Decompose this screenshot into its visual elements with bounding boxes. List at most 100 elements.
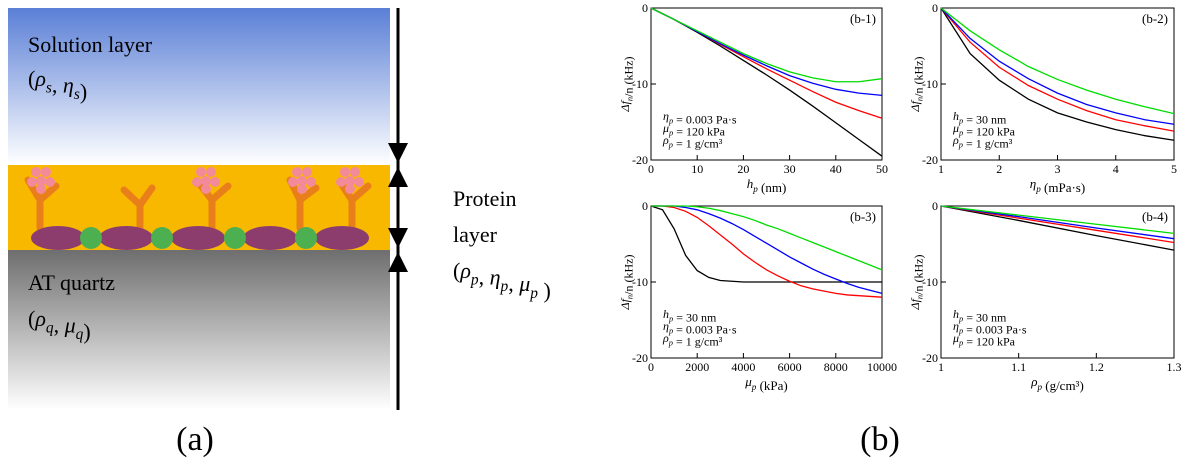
- x-tick-label: 0: [648, 360, 654, 374]
- x-tick-label: 6000: [778, 360, 802, 374]
- subscript: p: [752, 184, 758, 194]
- symbol: Δf: [908, 99, 922, 112]
- subscript: p: [958, 327, 963, 336]
- subscript: p: [958, 315, 963, 324]
- text-part: (mPa·s): [1041, 180, 1085, 195]
- text-part: = 120 kPa: [673, 125, 725, 139]
- annotation: ηp = 0.003 Pa·s: [953, 319, 1027, 337]
- symbol: ρ: [34, 306, 46, 331]
- symbol: μ: [952, 121, 959, 135]
- layer-params: (ρs, ηs): [28, 66, 87, 104]
- panel-label: (b-1): [850, 11, 876, 26]
- layer-params: (ρq, μq): [28, 306, 91, 344]
- layer-title: Solution layer: [28, 32, 153, 57]
- subscript: p: [500, 278, 509, 295]
- y-tick-label: 0: [642, 1, 648, 15]
- y-tick-label: -20: [632, 153, 648, 167]
- x-tick-label: 20: [737, 162, 749, 176]
- subscript: n: [626, 97, 635, 101]
- symbol: η: [490, 265, 501, 290]
- series-line: [651, 205, 883, 271]
- subscript: q: [76, 326, 84, 343]
- series-line: [940, 7, 1175, 141]
- symbol: μ: [952, 331, 959, 345]
- text-part: = 1 g/cm³: [673, 137, 723, 151]
- symbol: η: [663, 319, 669, 333]
- x-tick-label: 1.2: [1089, 360, 1104, 374]
- symbol: ρ: [952, 133, 959, 147]
- x-tick-label: 10000: [867, 360, 897, 374]
- y-tick-label: -20: [922, 153, 938, 167]
- series-line: [650, 205, 882, 283]
- x-tick-label: 4: [1113, 162, 1119, 176]
- subscript: p: [668, 117, 673, 126]
- text-part: = 1 g/cm³: [673, 335, 723, 349]
- text-part: (: [28, 66, 35, 91]
- panel-label: (b-4): [1142, 209, 1168, 224]
- x-tick-label: 2: [996, 162, 1002, 176]
- symbol: ρ: [662, 331, 669, 345]
- text-part: ,: [52, 73, 63, 98]
- subscript: s: [74, 86, 80, 103]
- x-tick-label: 0: [648, 162, 654, 176]
- symbol: μ: [744, 374, 752, 389]
- series-line: [940, 205, 1175, 244]
- y-tick-label: -10: [922, 77, 938, 91]
- y-tick-label: -10: [922, 275, 938, 289]
- subscript: p: [529, 285, 538, 302]
- x-tick-label: 2000: [685, 360, 709, 374]
- panel-label: (b): [860, 421, 900, 458]
- diagram: [8, 8, 408, 410]
- text-part: (: [28, 306, 35, 331]
- symbol: h: [747, 176, 754, 191]
- x-axis-label: μp (kPa): [744, 374, 788, 393]
- x-tick-label: 10: [691, 162, 703, 176]
- subscript: p: [958, 129, 963, 138]
- series-line: [940, 205, 1175, 251]
- x-tick-label: 4000: [731, 360, 755, 374]
- text-part: = 30 nm: [963, 113, 1007, 127]
- subscript: p: [470, 272, 479, 289]
- layer-title: layer: [453, 222, 498, 247]
- subscript: p: [958, 141, 963, 150]
- x-tick-label: 50: [876, 162, 888, 176]
- annotation: ηp = 0.003 Pa·s: [663, 319, 737, 337]
- text-part: = 30 nm: [963, 311, 1007, 325]
- text-part: = 1 g/cm³: [963, 137, 1013, 151]
- x-tick-label: 5: [1171, 162, 1177, 176]
- series-line: [651, 205, 883, 298]
- symbol: η: [663, 109, 669, 123]
- text-part: (kPa): [756, 378, 787, 393]
- blockers: [80, 227, 317, 249]
- annotation: ρp = 1 g/cm³: [662, 133, 723, 151]
- text-part: ,: [508, 271, 519, 296]
- y-tick-label: -10: [632, 77, 648, 91]
- x-tick-label: 1: [938, 162, 944, 176]
- symbol: ρ: [662, 133, 669, 147]
- subscript: p: [668, 129, 673, 138]
- symbol: h: [953, 109, 959, 123]
- y-tick-label: 0: [642, 199, 648, 213]
- series-line: [940, 7, 1175, 115]
- series-line: [940, 7, 1175, 132]
- x-tick-label: 8000: [824, 360, 848, 374]
- symbol: ρ: [459, 258, 471, 283]
- symbol: ρ: [34, 66, 46, 91]
- y-tick-label: -20: [922, 351, 938, 365]
- text-part: = 0.003 Pa·s: [963, 323, 1027, 337]
- annotation: μp = 120 kPa: [662, 121, 726, 139]
- symbol: μ: [518, 271, 530, 296]
- subscript: p: [668, 327, 673, 336]
- subscript: n: [626, 295, 635, 299]
- antigens: [27, 167, 364, 194]
- subscript: s: [46, 80, 52, 97]
- subscript: p: [958, 339, 963, 348]
- text-part: = 120 kPa: [963, 335, 1015, 349]
- subscript: p: [751, 382, 757, 392]
- x-axis-label: hp (nm): [747, 176, 787, 195]
- subscript: p: [668, 141, 673, 150]
- symbol: Δf: [908, 297, 922, 310]
- text-part: /n (kHz): [912, 57, 926, 97]
- text-part: = 30 nm: [673, 311, 717, 325]
